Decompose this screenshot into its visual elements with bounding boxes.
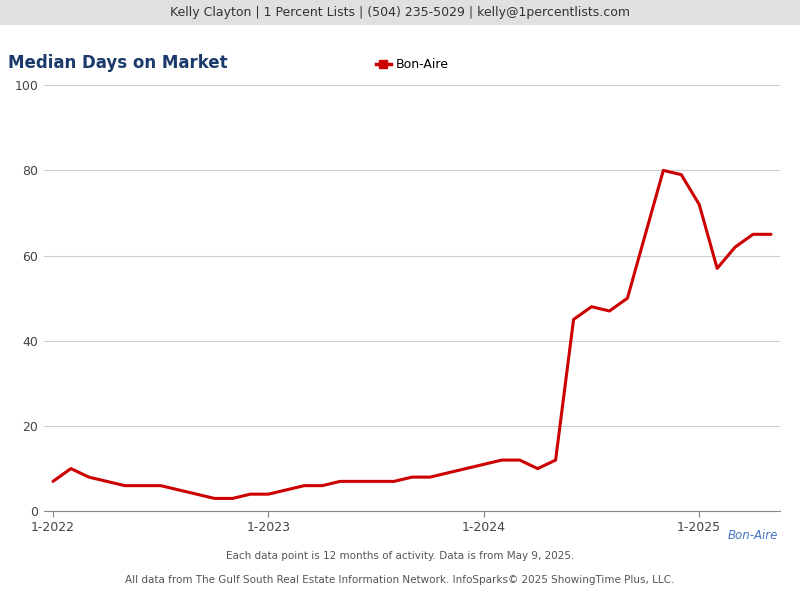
Text: All data from The Gulf South Real Estate Information Network. InfoSparks© 2025 S: All data from The Gulf South Real Estate…	[126, 575, 674, 585]
Text: Median Days on Market: Median Days on Market	[8, 54, 228, 72]
Text: Bon-Aire: Bon-Aire	[727, 529, 778, 542]
Legend: Bon-Aire: Bon-Aire	[370, 53, 454, 76]
Text: Kelly Clayton | 1 Percent Lists | (504) 235-5029 | kelly@1percentlists.com: Kelly Clayton | 1 Percent Lists | (504) …	[170, 6, 630, 19]
Text: Each data point is 12 months of activity. Data is from May 9, 2025.: Each data point is 12 months of activity…	[226, 551, 574, 561]
